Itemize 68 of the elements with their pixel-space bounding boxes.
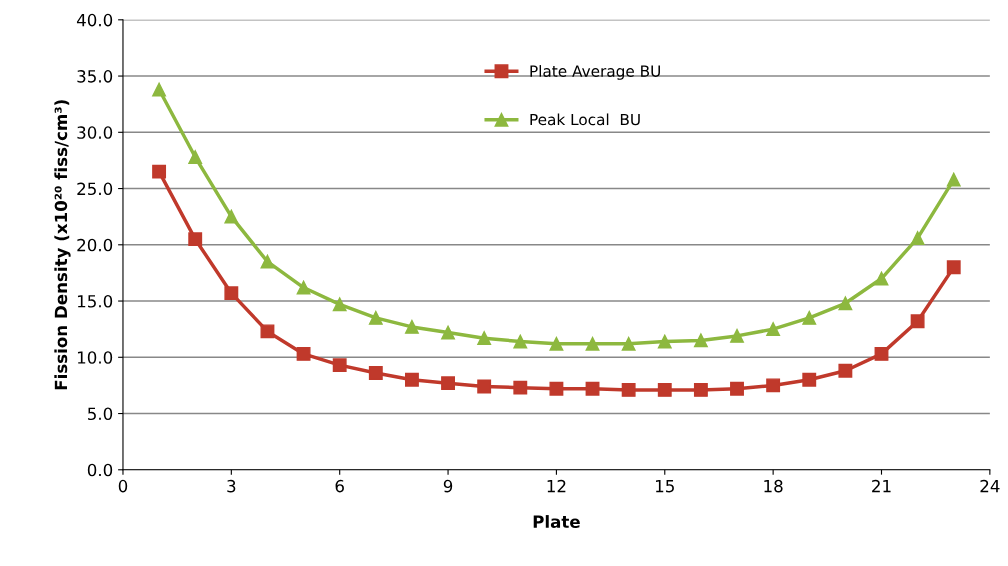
point xyxy=(224,209,239,224)
point xyxy=(766,378,781,393)
point xyxy=(549,336,564,351)
point xyxy=(260,324,275,339)
point xyxy=(296,346,311,361)
point xyxy=(585,381,600,396)
y-tick-label: 5.0 xyxy=(88,407,113,421)
y-tick-label: 35.0 xyxy=(77,70,113,83)
point xyxy=(946,172,961,187)
point xyxy=(188,150,203,164)
x-tick-label: 3 xyxy=(227,479,236,493)
point xyxy=(766,322,781,337)
point xyxy=(621,336,636,351)
point xyxy=(730,328,744,343)
y-tick-label: 15.0 xyxy=(77,295,113,308)
point xyxy=(441,325,456,340)
point xyxy=(693,382,708,397)
y-tick-label: 40.0 xyxy=(76,13,113,27)
x-axis-title: Plate xyxy=(533,515,580,528)
point xyxy=(693,333,708,348)
x-tick-label: 6 xyxy=(335,479,344,493)
point xyxy=(260,254,275,269)
point xyxy=(621,382,636,397)
point xyxy=(296,280,311,295)
point xyxy=(838,296,853,311)
point xyxy=(332,358,347,373)
point xyxy=(585,336,600,351)
x-tick-label: 21 xyxy=(872,479,891,493)
legend-label: Peak Local BU xyxy=(530,113,640,126)
point xyxy=(224,286,239,301)
point xyxy=(874,346,889,361)
legend-label: Plate Average BU xyxy=(530,65,660,80)
x-tick-label: 9 xyxy=(443,479,453,493)
point xyxy=(802,372,817,387)
x-tick-label: 12 xyxy=(547,479,566,493)
point xyxy=(657,382,672,397)
point xyxy=(152,164,167,179)
y-tick-label: 30.0 xyxy=(77,126,113,139)
point xyxy=(441,376,456,391)
point xyxy=(368,366,383,380)
point xyxy=(404,319,419,334)
point xyxy=(368,310,383,325)
point xyxy=(946,260,961,275)
point xyxy=(657,334,672,349)
point xyxy=(152,82,167,97)
point xyxy=(477,379,492,394)
x-tick-label: 0 xyxy=(118,479,128,493)
point xyxy=(404,372,419,387)
point xyxy=(910,231,925,245)
point xyxy=(549,381,564,396)
point xyxy=(188,232,203,247)
y-tick-label: 0.0 xyxy=(87,463,113,477)
point xyxy=(874,271,889,286)
y-tick-label: 20.0 xyxy=(77,238,113,252)
point xyxy=(730,381,744,396)
point xyxy=(802,310,817,325)
point xyxy=(513,334,528,349)
x-tick-label: 15 xyxy=(656,480,674,493)
x-tick-label: 18 xyxy=(764,479,783,493)
y-tick-label: 10.0 xyxy=(77,351,113,364)
y-tick-label: 25.0 xyxy=(77,182,113,196)
point xyxy=(838,363,853,378)
point xyxy=(910,314,925,329)
y-axis-title: Fission Density (x10²⁰ fiss/cm³) xyxy=(54,100,71,390)
point xyxy=(513,380,528,395)
x-tick-label: 24 xyxy=(980,479,1000,493)
point xyxy=(477,331,492,346)
point xyxy=(332,297,347,312)
